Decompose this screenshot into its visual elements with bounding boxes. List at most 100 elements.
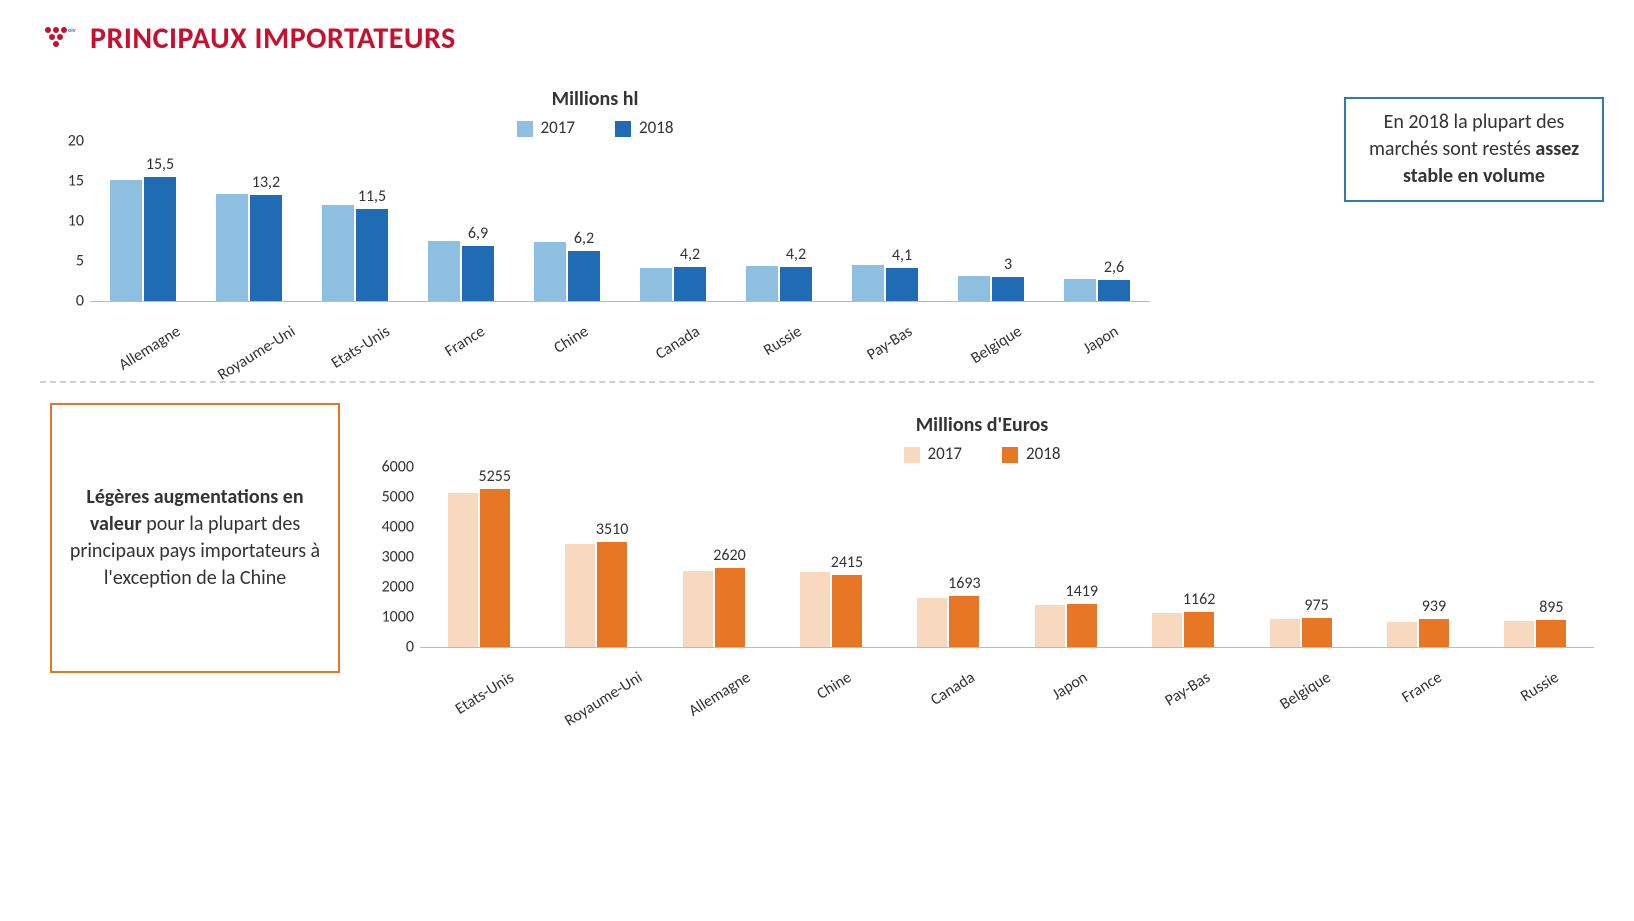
grapes-icon: oiv — [40, 24, 76, 54]
bar-group: 2,6 — [1044, 142, 1150, 301]
x-label: Royaume-Uni — [196, 302, 302, 341]
bar — [448, 493, 478, 648]
x-label: France — [1359, 648, 1476, 687]
bar-group: 6,9 — [408, 142, 514, 301]
bar — [683, 571, 713, 648]
y-tick: 6000 — [376, 458, 414, 477]
x-label: Belgique — [1242, 648, 1359, 687]
bar — [565, 544, 595, 648]
slide-header: oiv PRINCIPAUX IMPORTATEURS — [40, 20, 1594, 57]
bar: 1419 — [1067, 604, 1097, 647]
bar — [1152, 613, 1182, 647]
x-label: Royaume-Uni — [537, 648, 654, 687]
bar — [534, 242, 566, 301]
bar: 895 — [1536, 620, 1566, 647]
chart-value: Millions d'Euros201720180100020003000400… — [370, 413, 1594, 687]
x-label: Russie — [1477, 648, 1594, 687]
bar-value-label: 939 — [1422, 597, 1446, 616]
legend-item: 2018 — [1002, 443, 1060, 464]
x-label: Japon — [1044, 302, 1150, 341]
y-tick: 10 — [46, 212, 84, 231]
value-section: Légères augmentations en valeur pour la … — [40, 413, 1594, 687]
section-divider — [40, 381, 1594, 383]
x-label: Belgique — [938, 302, 1044, 341]
callout-volume: En 2018 la plupart des marchés sont rest… — [1344, 97, 1604, 202]
bar: 2620 — [715, 568, 745, 647]
bar — [1270, 619, 1300, 648]
bar: 15,5 — [144, 177, 176, 301]
bar — [110, 180, 142, 301]
bar — [322, 205, 354, 301]
bar-value-label: 975 — [1304, 596, 1328, 615]
y-tick: 0 — [46, 292, 84, 311]
volume-section: Millions hl 20172018 0 5 10 15 20 15,5 13,2 11,5 6… — [40, 87, 1594, 341]
y-tick: 5 — [46, 252, 84, 271]
chart-legend: 20172018 — [40, 117, 1150, 138]
bar-group: 15,5 — [90, 142, 196, 301]
chart-title: Millions hl — [40, 87, 1150, 111]
legend-swatch — [517, 121, 533, 137]
legend-item: 2017 — [904, 443, 962, 464]
bar-value-label: 2415 — [831, 553, 863, 572]
x-label: Etats-Unis — [420, 648, 537, 687]
x-label: Canada — [620, 302, 726, 341]
x-labels: Etats-UnisRoyaume-UniAllemagneChineCanad… — [420, 648, 1594, 687]
bar: 4,2 — [674, 267, 706, 301]
bar-value-label: 1693 — [948, 574, 980, 593]
chart-plot: 0100020003000400050006000525535102620241… — [420, 468, 1594, 648]
bar-value-label: 2,6 — [1104, 258, 1124, 277]
bar: 1693 — [949, 596, 979, 647]
bar-value-label: 6,2 — [574, 229, 594, 248]
bar-value-label: 895 — [1539, 598, 1563, 617]
bar: 2415 — [832, 575, 862, 647]
bar-group: 11,5 — [302, 142, 408, 301]
bar-value-label: 5255 — [478, 467, 510, 486]
page-title: PRINCIPAUX IMPORTATEURS — [90, 20, 456, 57]
bar-group: 975 — [1242, 468, 1359, 647]
y-tick: 15 — [46, 172, 84, 191]
bar — [216, 194, 248, 301]
bar-groups: 15,5 13,2 11,5 6,9 6,2 4,2 4,2 4,1 3 2,6 — [90, 142, 1150, 301]
bar-value-label: 13,2 — [252, 173, 280, 192]
bar: 939 — [1419, 619, 1449, 647]
bar-group: 2415 — [772, 468, 889, 647]
bar: 3510 — [597, 542, 627, 647]
y-tick: 20 — [46, 132, 84, 151]
x-label: Japon — [1007, 648, 1124, 687]
bar-value-label: 4,1 — [892, 246, 912, 265]
y-tick: 5000 — [376, 488, 414, 507]
bar-group: 5255 — [420, 468, 537, 647]
bar-group: 13,2 — [196, 142, 302, 301]
bar: 13,2 — [250, 195, 282, 301]
bar-value-label: 3 — [1004, 255, 1012, 274]
bar-value-label: 4,2 — [680, 245, 700, 264]
bar-value-label: 1162 — [1183, 590, 1215, 609]
legend-swatch — [1002, 447, 1018, 463]
bar: 5255 — [480, 489, 510, 647]
bar — [958, 276, 990, 301]
bar-group: 1419 — [1007, 468, 1124, 647]
bar-group: 3 — [938, 142, 1044, 301]
x-label: France — [408, 302, 514, 341]
bar — [1064, 279, 1096, 301]
bar-value-label: 11,5 — [358, 187, 386, 206]
x-label: Chine — [514, 302, 620, 341]
y-tick: 4000 — [376, 518, 414, 537]
bar-value-label: 1419 — [1066, 582, 1098, 601]
bar: 6,9 — [462, 246, 494, 301]
bar — [1035, 605, 1065, 647]
x-labels: AllemagneRoyaume-UniEtats-UnisFranceChin… — [90, 302, 1150, 341]
x-label: Russie — [726, 302, 832, 341]
bar — [852, 265, 884, 301]
chart-plot: 0510152015,513,211,56,96,24,24,24,132,6 — [90, 142, 1150, 302]
bar: 975 — [1302, 618, 1332, 647]
bar — [746, 266, 778, 301]
y-tick: 1000 — [376, 608, 414, 627]
y-tick: 2000 — [376, 578, 414, 597]
chart-legend: 2017 2018 — [370, 443, 1594, 464]
legend-item: 2018 — [615, 117, 673, 138]
bar — [640, 268, 672, 301]
y-tick: 3000 — [376, 548, 414, 567]
bar-group: 6,2 — [514, 142, 620, 301]
bar-group: 939 — [1359, 468, 1476, 647]
